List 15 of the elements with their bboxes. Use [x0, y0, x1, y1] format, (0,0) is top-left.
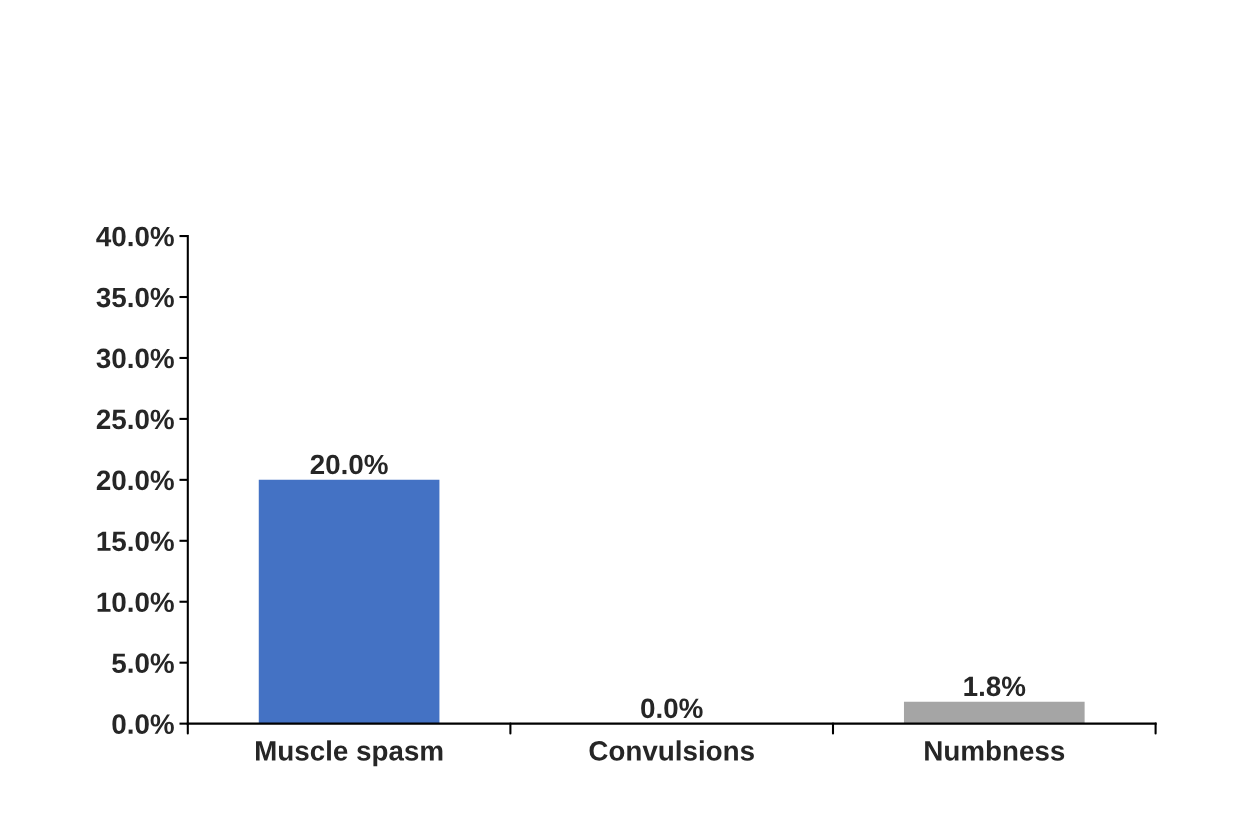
y-tick-label: 0.0% [112, 714, 174, 734]
x-tick-label: Convulsions [589, 740, 754, 761]
y-tick-label: 10.0% [97, 592, 174, 613]
y-tick-label: 30.0% [96, 348, 174, 369]
y-tick-label: 25.0% [96, 409, 174, 430]
y-tick-label: 20.0% [96, 470, 174, 491]
data-label: 0.0% [641, 698, 703, 719]
x-tick-label: Muscle spasm [256, 740, 443, 767]
x-tick-label: Numbness [925, 740, 1065, 761]
data-label: 20.0% [310, 454, 388, 475]
y-tick-label: 35.0% [96, 287, 174, 308]
y-tick-label: 5.0% [112, 653, 174, 674]
y-tick-label: 15.0% [97, 531, 174, 552]
data-label: 1.8% [964, 676, 1026, 697]
y-tick-label: 40.0% [96, 226, 174, 247]
